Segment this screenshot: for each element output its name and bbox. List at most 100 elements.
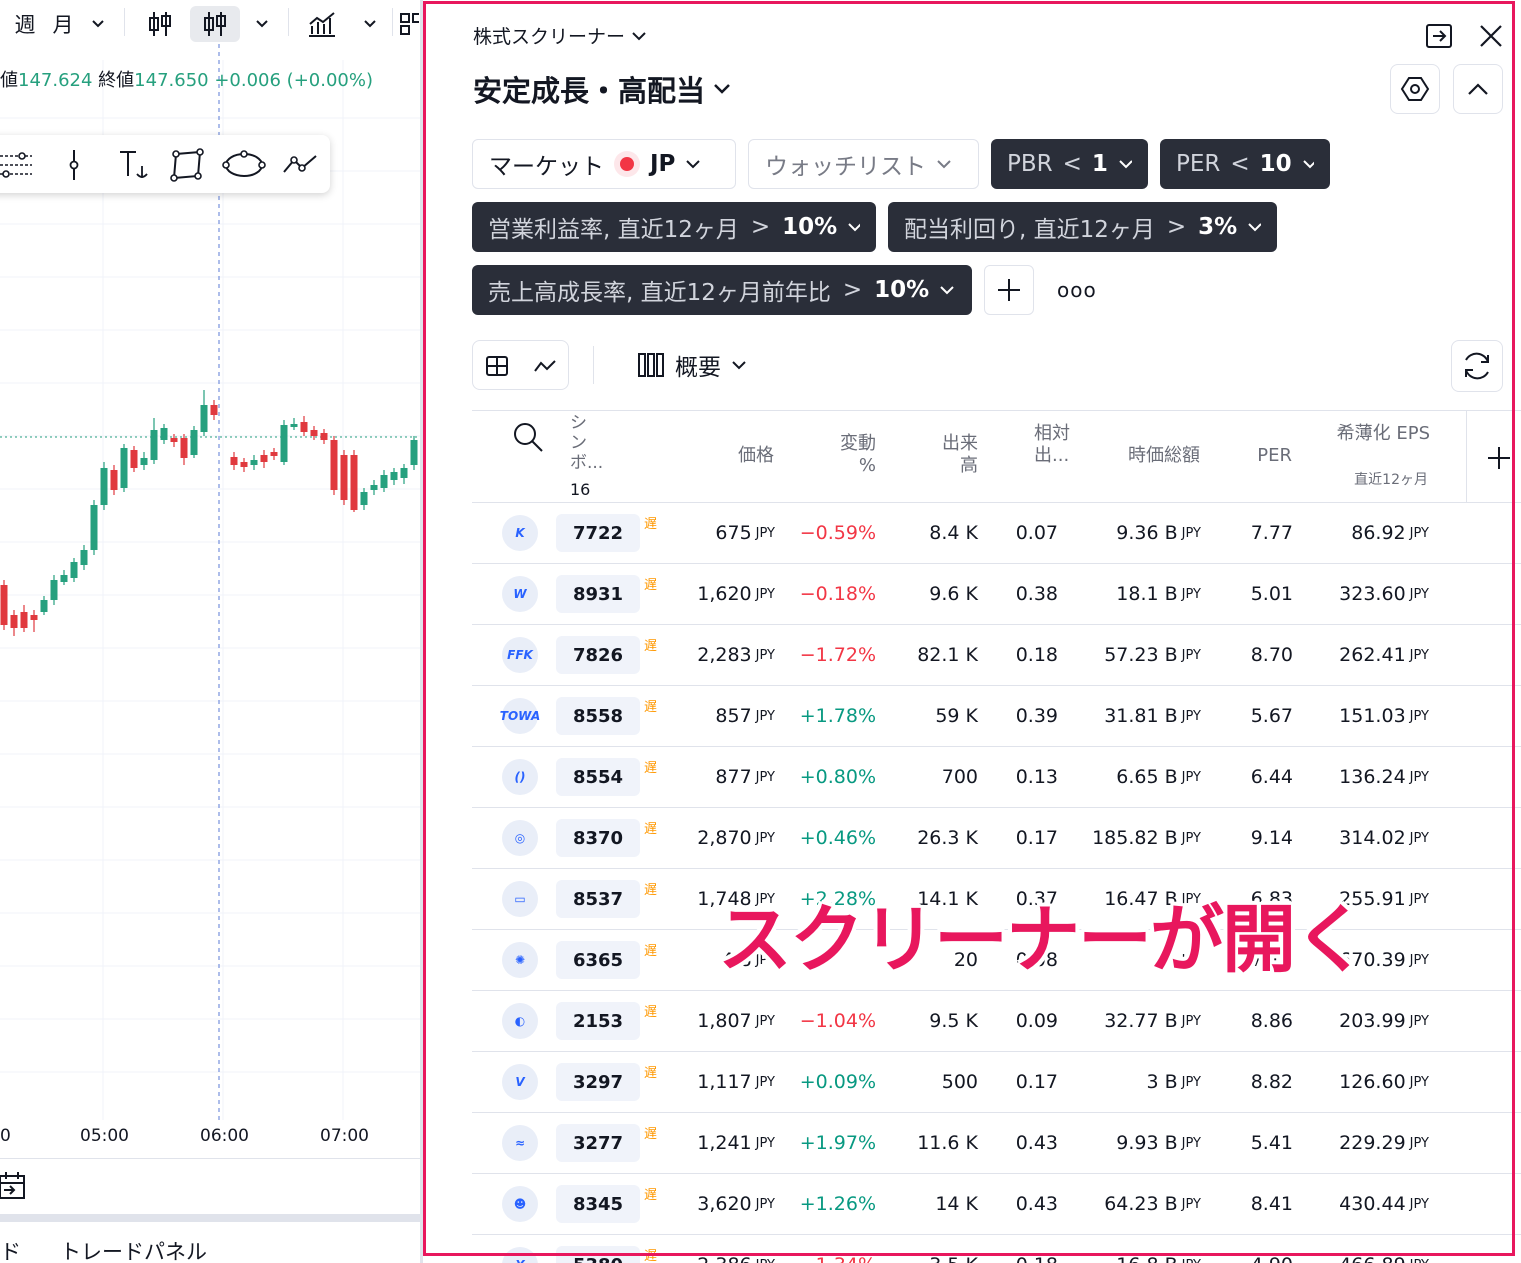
symbol-badge[interactable]: 2153 (556, 1002, 640, 1040)
table-row[interactable]: Y 5380 遅 2,386 JPY −1.34% 3.5 K 0.18 16.8 B JPY 4.… (472, 1235, 1521, 1263)
interval-week-button[interactable]: 週 (10, 6, 40, 42)
col-header-rel-volume[interactable]: 相対出... (1034, 423, 1070, 466)
cell-volume: 700 (941, 766, 978, 788)
col-header-volume[interactable]: 出来高 (942, 433, 978, 476)
col-header-price[interactable]: 価格 (738, 445, 774, 466)
collapse-chevron-up-icon[interactable] (1453, 64, 1503, 114)
screen-name-dropdown[interactable]: 安定成長・高配当 (473, 68, 731, 110)
screener-panel: 株式スクリーナー 安定成長・高配当 マーケット JP ウォッチリスト (423, 0, 1521, 1263)
market-cap-value: 16.8 B (1116, 1254, 1177, 1263)
col-header-market-cap[interactable]: 時価総額 (1128, 445, 1200, 466)
text-anchor-icon[interactable] (112, 143, 156, 187)
table-row[interactable]: K 7722 遅 675 JPY −0.59% 8.4 K 0.07 9.36 B JPY 7.77… (472, 503, 1521, 564)
indicators-icon[interactable] (302, 6, 342, 42)
company-logo-icon: K (502, 515, 538, 551)
chevron-down-icon (940, 286, 954, 295)
col-header-change[interactable]: 変動 % (840, 433, 876, 476)
layout-icon[interactable] (398, 6, 420, 42)
company-logo-icon: () (502, 759, 538, 795)
fib-retracement-icon[interactable] (0, 143, 38, 187)
open-in-new-panel-icon[interactable] (1423, 20, 1455, 52)
symbol-badge[interactable]: 3297 (556, 1063, 640, 1101)
col-header-symbol[interactable]: シンボ... (570, 413, 604, 473)
col-header-eps[interactable]: 希薄化 EPS (1336, 423, 1430, 444)
search-icon[interactable] (512, 421, 544, 457)
price-chart[interactable] (0, 0, 420, 1263)
table-row[interactable]: W 8931 遅 1,620 JPY −0.18% 9.6 K 0.38 18.1 B JPY 5.… (472, 564, 1521, 625)
cell-rel-volume: 0.17 (1015, 827, 1058, 849)
ohlc-prefix: 値 (0, 70, 18, 91)
chart-area: 週 月 (0, 0, 420, 1263)
indicators-chevron-icon[interactable] (356, 6, 384, 42)
filter-operating-margin-value: 10% (782, 214, 838, 240)
table-row[interactable]: ▭ 8537 遅 1,748 JPY +2.28% 14.1 K 0.37 16.47 B JPY… (472, 869, 1521, 930)
cell-volume: 14 K (935, 1193, 978, 1215)
symbol-badge[interactable]: 8554 (556, 758, 640, 796)
time-axis-label: 0 (0, 1126, 11, 1146)
cell-eps: 126.60 JPY (1312, 1052, 1429, 1112)
filter-per-chip[interactable]: PER < 10 (1160, 139, 1330, 189)
symbol-badge[interactable]: 6365 (556, 941, 640, 979)
table-row[interactable]: ≈3277 遅 1,241 JPY +1.97% 11.6 K 0.43 9.93 B JPY 5… (472, 1113, 1521, 1174)
market-cap-value: 32.77 B (1104, 1010, 1178, 1032)
ellipse-icon[interactable] (222, 143, 266, 187)
filter-dividend-yield-chip[interactable]: 配当利回り, 直近12ヶ月 > 3% (888, 202, 1277, 252)
eps-value: 126.60 (1339, 1071, 1406, 1093)
col-header-per[interactable]: PER (1257, 445, 1292, 466)
interval-dropdown-chevron-icon[interactable] (84, 6, 112, 42)
eps-value: 86.92 (1351, 522, 1406, 544)
symbol-badge[interactable]: 5380 (556, 1246, 640, 1263)
filter-revenue-growth-chip[interactable]: 売上高成長率, 直近12ヶ月前年比 > 10% (472, 265, 972, 315)
symbol-badge[interactable]: 3277 (556, 1124, 640, 1162)
column-set-dropdown[interactable]: 概要 (637, 345, 747, 385)
bottom-tab-fragment[interactable]: ド (0, 1240, 21, 1263)
interval-month-button[interactable]: 月 (48, 6, 78, 42)
symbol-badge[interactable]: 8370 (556, 819, 640, 857)
symbol-badge[interactable]: 8558 (556, 697, 640, 735)
refresh-button[interactable] (1451, 340, 1503, 392)
panel-divider[interactable] (420, 0, 423, 1263)
path-icon[interactable] (280, 143, 324, 187)
trade-panel-tab[interactable]: トレードパネル (60, 1240, 207, 1263)
chart-view-icon[interactable] (533, 357, 557, 379)
symbol-badge[interactable]: 8345 (556, 1185, 640, 1223)
chart-type-chevron-icon[interactable] (248, 6, 276, 42)
more-filters-button[interactable]: ooo (1057, 278, 1097, 302)
company-logo-icon: Y (502, 1247, 538, 1263)
symbol-badge[interactable]: 7722 (556, 514, 640, 552)
symbol-badge[interactable]: 7826 (556, 636, 640, 674)
ohlc-change: +0.006 (+0.00%) (214, 70, 373, 91)
vertical-line-icon[interactable] (52, 143, 96, 187)
add-column-plus-icon[interactable] (1486, 445, 1512, 475)
rectangle-rotated-icon[interactable] (166, 143, 210, 187)
filter-operating-margin-chip[interactable]: 営業利益率, 直近12ヶ月 > 10% (472, 202, 876, 252)
cell-rel-volume: 0.39 (1015, 705, 1058, 727)
cell-volume: 82.1 K (917, 644, 978, 666)
table-row[interactable]: () 8554 遅 877 JPY +0.80% 700 0.13 6.65 B JPY 6.44 1… (472, 747, 1521, 808)
filter-pbr-chip[interactable]: PBR < 1 (991, 139, 1148, 189)
price-value: 3,620 (697, 1193, 752, 1215)
cell-volume: 9.6 K (929, 583, 978, 605)
filter-market-chip[interactable]: マーケット JP (472, 139, 736, 189)
date-range-icon[interactable] (0, 1170, 28, 1206)
candles-chart-icon[interactable] (190, 6, 240, 42)
table-row[interactable]: ◐ 2153 遅 1,807 JPY −1.04% 9.5 K 0.09 32.77 B JPY 8… (472, 991, 1521, 1052)
symbol-badge[interactable]: 8537 (556, 880, 640, 918)
screener-type-dropdown[interactable]: 株式スクリーナー (473, 22, 647, 49)
table-row[interactable]: ✺ 6365 遅 4,8 JPY 20 0.08 JPY 7.16 670.39 JPY (472, 930, 1521, 991)
close-icon[interactable] (1475, 20, 1507, 52)
add-filter-button[interactable] (984, 265, 1034, 315)
bars-chart-icon[interactable] (140, 6, 180, 42)
filter-watchlist-chip[interactable]: ウォッチリスト (748, 139, 979, 189)
settings-hexagon-icon[interactable] (1390, 64, 1440, 114)
table-row[interactable]: TOWA 8558 遅 857 JPY +1.78% 59 K 0.39 31.81 B JPY 5… (472, 686, 1521, 747)
table-row[interactable]: ◎ 8370 遅 2,870 JPY +0.46% 26.3 K 0.17 185.82 B JP… (472, 808, 1521, 869)
panel-splitter[interactable] (0, 1214, 420, 1222)
symbol-badge[interactable]: 8931 (556, 575, 640, 613)
table-row[interactable]: V 3297 遅 1,117 JPY +0.09% 500 0.17 3 B JPY 8.82 126… (472, 1052, 1521, 1113)
table-view-icon[interactable] (485, 353, 511, 383)
delayed-data-mark: 遅 (644, 822, 658, 837)
cell-price: 2,283 JPY (682, 625, 775, 685)
table-row[interactable]: ☻ 8345 遅 3,620 JPY +1.26% 14 K 0.43 64.23 B JPY 8.… (472, 1174, 1521, 1235)
